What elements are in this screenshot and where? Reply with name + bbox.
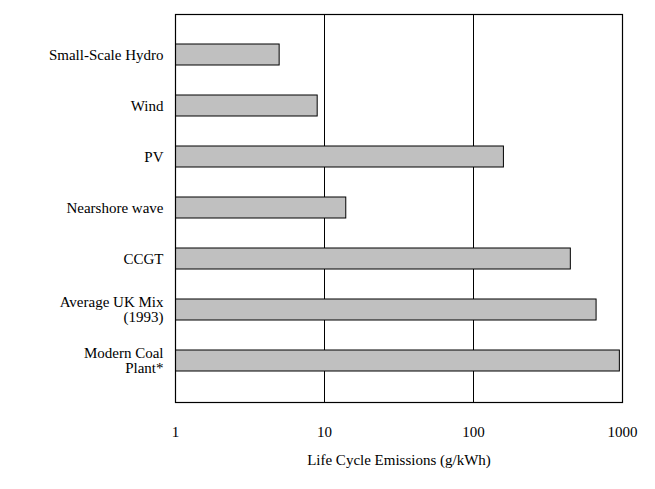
svg-text:Modern CoalPlant*: Modern CoalPlant*: [84, 345, 164, 376]
svg-text:Small-Scale Hydro: Small-Scale Hydro: [49, 47, 164, 63]
svg-text:1000: 1000: [608, 424, 638, 440]
svg-text:Nearshore wave: Nearshore wave: [66, 200, 163, 216]
svg-text:1: 1: [172, 424, 180, 440]
svg-text:100: 100: [462, 424, 485, 440]
svg-text:PV: PV: [144, 149, 163, 165]
svg-text:Wind: Wind: [131, 98, 164, 114]
svg-text:CCGT: CCGT: [123, 251, 163, 267]
svg-text:Average UK Mix(1993): Average UK Mix(1993): [60, 294, 164, 326]
svg-text:10: 10: [317, 424, 332, 440]
svg-text:Life Cycle Emissions (g/kWh): Life Cycle Emissions (g/kWh): [307, 452, 491, 469]
